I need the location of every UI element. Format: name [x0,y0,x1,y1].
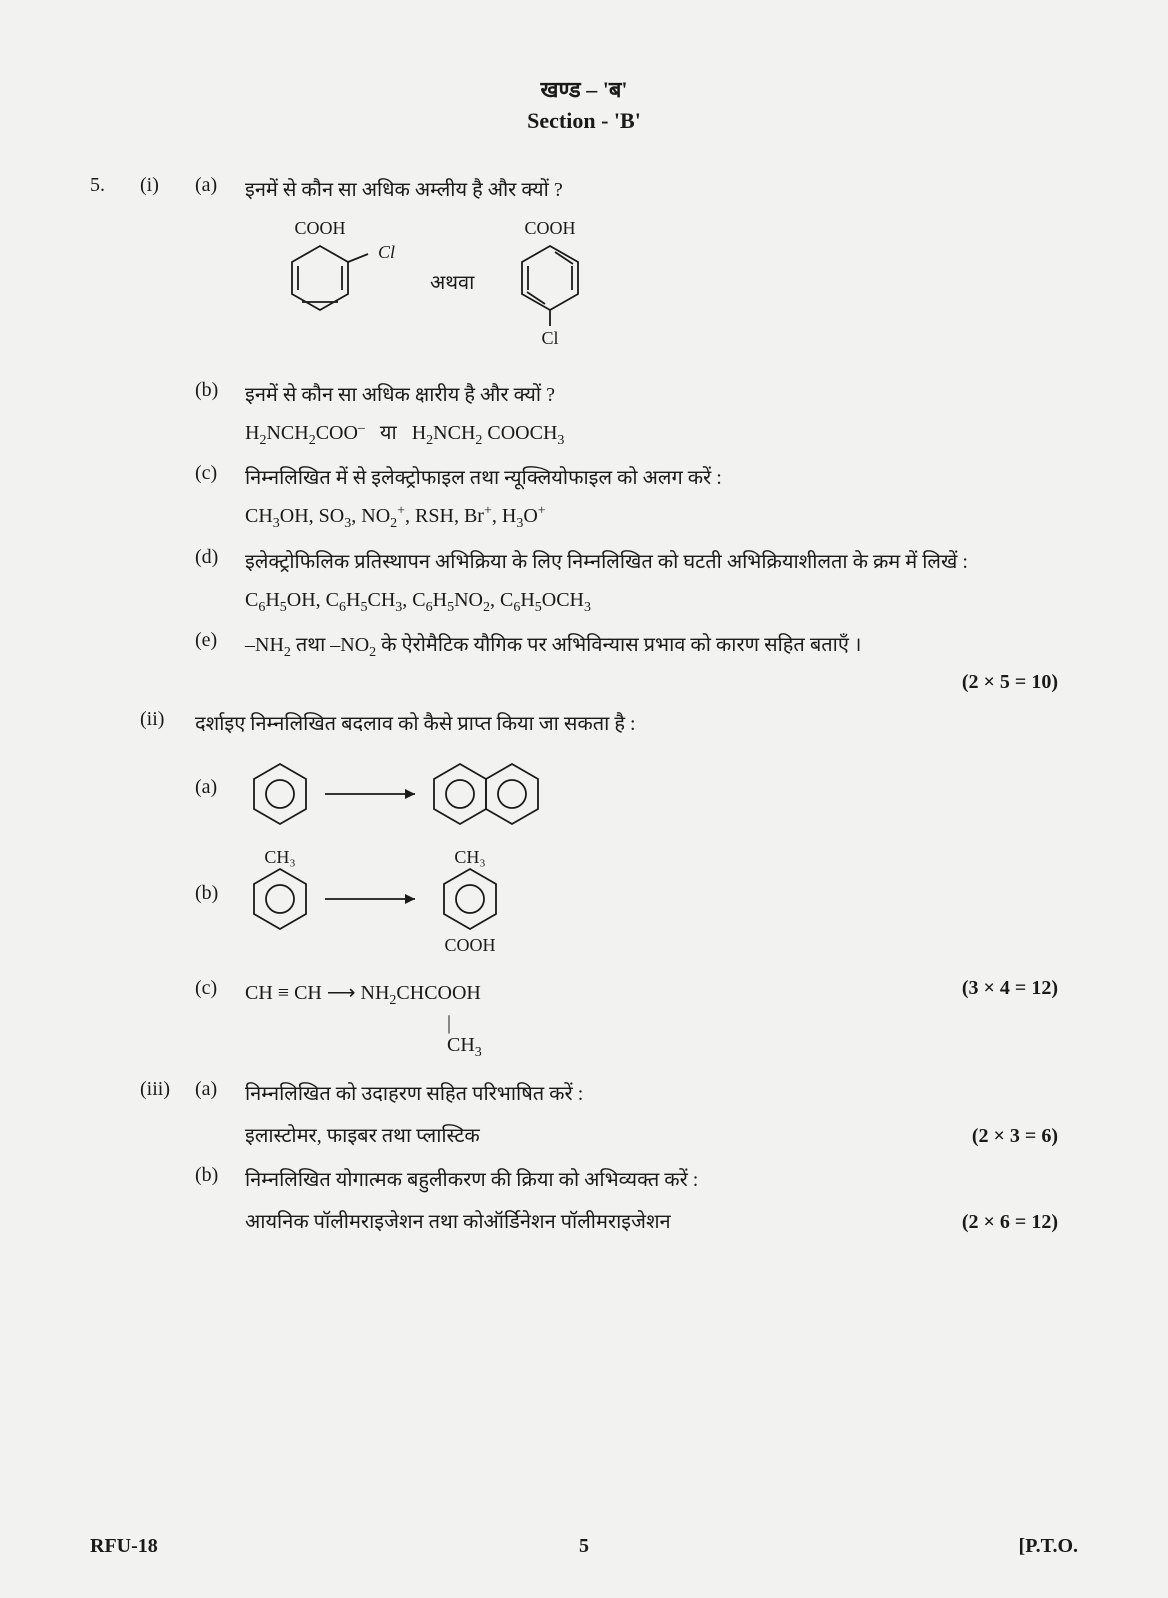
q5-ii-c-sub: |CH3 [447,1012,962,1060]
question-number: 5. [90,174,140,206]
q5-i-b-text: इनमें से कौन सा अधिक क्षारीय है और क्यों… [245,379,1078,411]
section-title-hindi: खण्ड – 'ब' [90,74,1078,104]
q5-i-d-text: इलेक्ट्रोफिलिक प्रतिस्थापन अभिक्रिया के … [245,546,1078,578]
q5-i-c-formula: CH3OH, SO3, NO2+, RSH, Br+, H3O+ [245,500,1078,535]
svg-text:CH₃: CH₃ [264,847,295,867]
q5-i-d: (d) इलेक्ट्रोफिलिक प्रतिस्थापन अभिक्रिया… [195,546,1078,619]
q5-iii-a-text: निम्नलिखित को उदाहरण सहित परिभाषित करें … [245,1078,1078,1110]
toluene-to-acid-svg: CH₃ CH₃ COOH [245,847,625,967]
sub-label-c: (c) [195,462,245,535]
q5-i-c: (c) निम्नलिखित में से इलेक्ट्रोफाइल तथा … [195,462,1078,535]
benzene-to-naphthalene-svg [245,756,625,831]
q5-iii-b-marks: (2 × 6 = 12) [962,1206,1078,1238]
q5-i-marks: (2 × 5 = 10) [90,671,1078,694]
footer-right: [P.T.O. [1019,1535,1078,1558]
q5-i-a-text: इनमें से कौन सा अधिक अम्लीय है और क्यों … [245,174,1078,206]
or-label: अथवा [430,272,475,294]
q5-i-e: (e) –NH2 तथा –NO2 के ऐरोमैटिक यौगिक पर अ… [195,629,1078,664]
sub-label-i: (i) [140,174,195,206]
q5-ii-c-formula: CH ≡ CH ⟶ NH2CHCOOH [245,982,481,1004]
cooh-label-2: COOH [524,218,575,238]
q5-ii: (ii) दर्शाइए निम्नलिखित बदलाव को कैसे प्… [90,708,1078,740]
cl-label-1: Cl [378,242,395,262]
sub-label-ii-c: (c) [195,977,245,1061]
question-5: 5. (i) (a) इनमें से कौन सा अधिक अम्लीय ह… [90,174,1078,206]
svg-text:COOH: COOH [444,935,495,955]
sub-label-iii-b: (b) [195,1164,245,1238]
sub-label-e: (e) [195,629,245,664]
q5-iii-b: (b) निम्नलिखित योगात्मक बहुलीकरण की क्रि… [195,1164,1078,1238]
q5-iii-b-text2: आयनिक पॉलीमराइजेशन तथा कोऑर्डिनेशन पॉलीम… [245,1206,671,1238]
cl-label-2: Cl [541,328,558,348]
page-footer: RFU-18 5 [P.T.O. [90,1535,1078,1558]
q5-ii-b: (b) CH₃ CH₃ COOH [195,847,1078,977]
q5-i-a-structures: COOH Cl अथवा COOH Cl [260,214,1078,369]
cooh-label-1: COOH [294,218,345,238]
q5-i-c-text: निम्नलिखित में से इलेक्ट्रोफाइल तथा न्यू… [245,462,1078,494]
q5-iii-a-text2: इलास्टोमर, फाइबर तथा प्लास्टिक [245,1120,480,1152]
sub-label-d: (d) [195,546,245,619]
section-header: खण्ड – 'ब' Section - 'B' [90,74,1078,134]
q5-ii-a: (a) [195,756,1078,841]
sub-label-ii-a: (a) [195,756,245,841]
sub-label-ii-b: (b) [195,847,245,977]
sub-label-b: (b) [195,379,245,452]
page-number: 5 [579,1535,589,1558]
q5-i-b: (b) इनमें से कौन सा अधिक क्षारीय है और क… [195,379,1078,452]
sub-label-ii: (ii) [140,708,195,740]
footer-left: RFU-18 [90,1535,158,1558]
q5-iii-b-text: निम्नलिखित योगात्मक बहुलीकरण की क्रिया क… [245,1164,1078,1196]
sub-label-a: (a) [195,174,245,206]
sub-label-iii-a: (a) [195,1078,245,1152]
q5-i-e-text: –NH2 तथा –NO2 के ऐरोमैटिक यौगिक पर अभिवि… [245,634,861,656]
q5-ii-marks: (3 × 4 = 12) [962,977,1078,1000]
q5-iii-a-marks: (2 × 3 = 6) [972,1120,1078,1152]
q5-ii-c: (c) CH ≡ CH ⟶ NH2CHCOOH |CH3 (3 × 4 = 12… [195,977,1078,1061]
benzoic-acid-structures-svg: COOH Cl अथवा COOH Cl [260,214,680,364]
q5-ii-text: दर्शाइए निम्नलिखित बदलाव को कैसे प्राप्त… [195,708,1078,740]
section-title-english: Section - 'B' [90,108,1078,134]
q5-i-d-formula: C6H5OH, C6H5CH3, C6H5NO2, C6H5OCH3 [245,584,1078,619]
q5-iii: (iii) (a) निम्नलिखित को उदाहरण सहित परिभ… [90,1078,1078,1152]
sub-label-iii: (iii) [140,1078,195,1152]
q5-i-b-formula: H2NCH2COO– या H2NCH2 COOCH3 [245,417,1078,452]
svg-text:CH₃: CH₃ [454,847,485,867]
